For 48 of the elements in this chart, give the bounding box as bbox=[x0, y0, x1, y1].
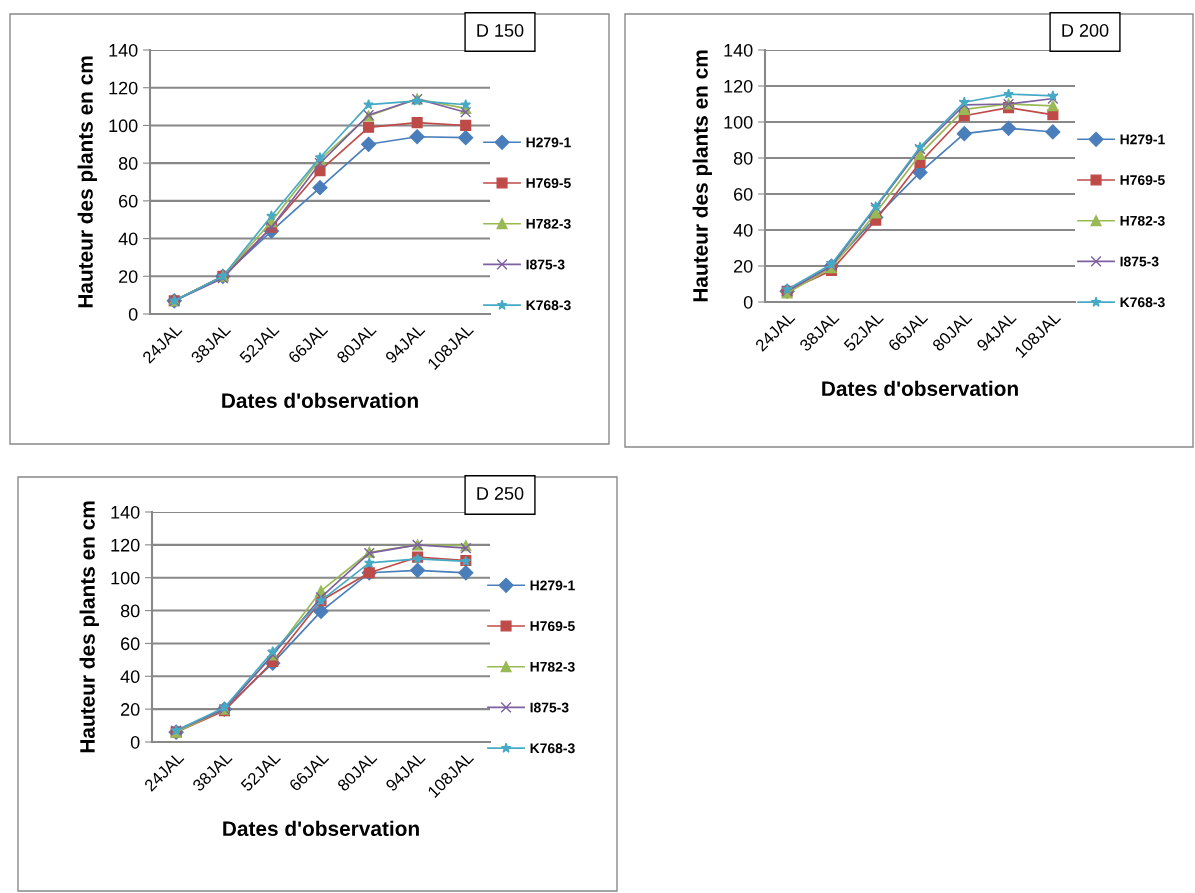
chart-title: D 250 bbox=[477, 487, 524, 500]
y-tick-label: 140 bbox=[111, 505, 140, 519]
y-tick-label: 100 bbox=[724, 115, 753, 129]
y-tick-label: 0 bbox=[743, 295, 753, 309]
y-tick-label: 80 bbox=[120, 604, 140, 618]
y-tick-label: 40 bbox=[120, 670, 140, 684]
y-tick-label: 20 bbox=[121, 703, 140, 716]
y-axis-title: Hauteur des plants en cm bbox=[79, 501, 99, 753]
x-axis-title: Dates d'observation bbox=[222, 392, 418, 409]
y-tick-label: 20 bbox=[734, 259, 753, 273]
y-tick-label: 140 bbox=[724, 43, 753, 57]
chart-title: D 200 bbox=[1062, 24, 1109, 37]
y-tick-label: 20 bbox=[119, 270, 138, 284]
y-tick-label: 40 bbox=[118, 232, 138, 246]
legend-label: H782-3 bbox=[526, 218, 571, 229]
y-tick-label: 120 bbox=[109, 81, 138, 95]
y-tick-label: 60 bbox=[119, 194, 138, 208]
y-tick-label: 120 bbox=[724, 79, 753, 93]
y-tick-label: 100 bbox=[111, 571, 140, 585]
legend-label: I875-3 bbox=[1120, 256, 1159, 267]
y-tick-label: 0 bbox=[130, 735, 140, 749]
legend-label: H769-5 bbox=[530, 621, 575, 631]
legend-label: K768-3 bbox=[530, 743, 575, 754]
legend-label: I875-3 bbox=[530, 702, 569, 713]
legend-label: H279-1 bbox=[530, 580, 575, 591]
x-axis-title: Dates d'observation bbox=[223, 820, 419, 837]
chart-title: D 150 bbox=[477, 24, 524, 37]
y-axis-title: Hauteur des plants en cm bbox=[77, 56, 97, 308]
legend-label: I875-3 bbox=[526, 259, 565, 270]
legend-label: H769-5 bbox=[1120, 175, 1165, 185]
legend-label: H782-3 bbox=[1120, 215, 1165, 226]
legend-label: H279-1 bbox=[526, 137, 571, 148]
y-tick-label: 80 bbox=[118, 157, 138, 170]
y-tick-label: 120 bbox=[111, 538, 140, 552]
y-tick-label: 60 bbox=[121, 637, 140, 651]
legend-label: H279-1 bbox=[1120, 134, 1165, 145]
y-tick-label: 140 bbox=[109, 43, 138, 57]
y-tick-label: 60 bbox=[734, 187, 753, 201]
y-tick-label: 100 bbox=[109, 119, 138, 133]
y-tick-label: 0 bbox=[128, 307, 138, 321]
legend-label: H782-3 bbox=[530, 661, 575, 672]
legend-label: K768-3 bbox=[526, 300, 571, 311]
legend-label: H769-5 bbox=[526, 178, 571, 188]
x-axis-title: Dates d'observation bbox=[822, 380, 1018, 397]
y-tick-label: 40 bbox=[733, 223, 753, 237]
y-axis-title: Hauteur des plants en cm bbox=[692, 50, 712, 302]
y-tick-label: 80 bbox=[733, 151, 753, 165]
legend-label: K768-3 bbox=[1120, 297, 1165, 308]
